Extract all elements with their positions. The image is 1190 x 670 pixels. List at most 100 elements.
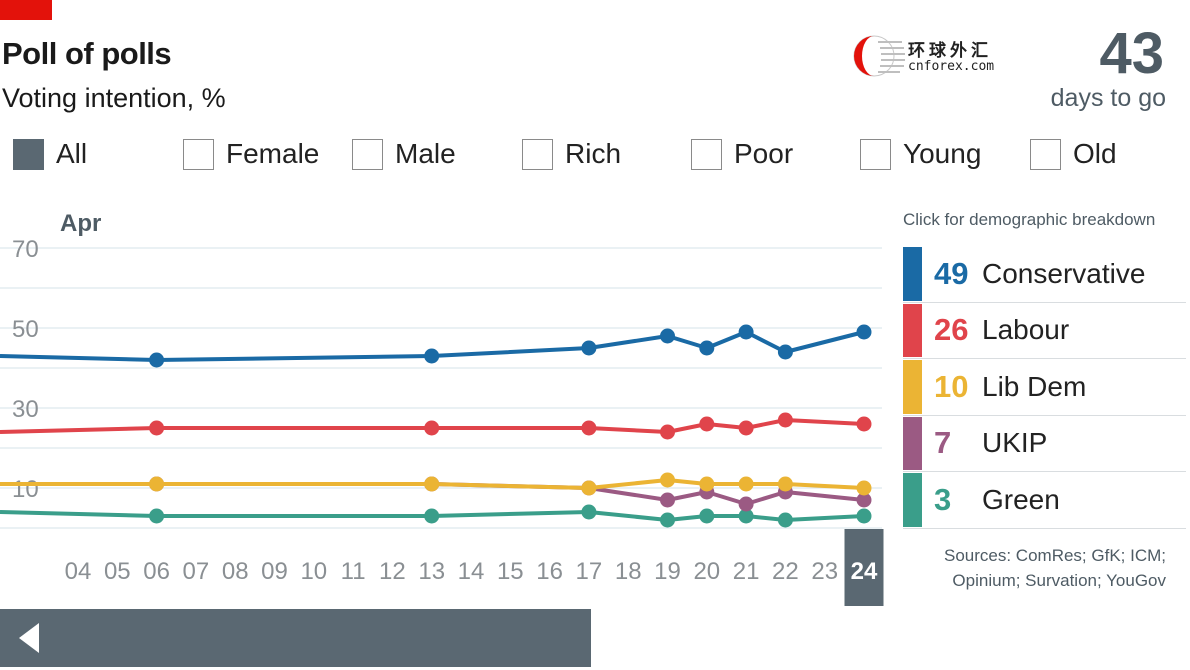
x-tick-label: 13 xyxy=(418,558,445,585)
x-tick-label: 19 xyxy=(654,558,681,585)
legend-value: 49 xyxy=(934,255,969,291)
data-point xyxy=(856,416,872,432)
x-tick-label: 18 xyxy=(615,558,642,585)
data-point xyxy=(777,344,793,360)
x-tick-label: 21 xyxy=(733,558,760,585)
x-tick-label: 12 xyxy=(379,558,406,585)
filter-label: Poor xyxy=(734,138,794,169)
data-point xyxy=(777,476,793,492)
watermark-cn-text: 环球外汇 xyxy=(908,41,992,61)
x-tick-label: 05 xyxy=(104,558,131,585)
sources-note: Sources: ComRes; GfK; ICM; Opinium; Surv… xyxy=(944,546,1166,590)
data-point xyxy=(738,476,754,492)
x-tick-label: 20 xyxy=(693,558,720,585)
filter-label: Rich xyxy=(565,138,622,169)
data-point xyxy=(149,508,165,524)
checkbox-icon[interactable] xyxy=(1030,138,1061,170)
data-point xyxy=(581,504,597,520)
filter-label: Young xyxy=(903,138,982,169)
filter-label: Old xyxy=(1073,138,1117,169)
filter-label: All xyxy=(56,138,88,169)
party-legend: 49 Conservative 26 Labour 10 Lib Dem 7 U… xyxy=(903,246,1186,529)
data-point xyxy=(149,476,165,492)
y-tick-label: 30 xyxy=(12,396,39,423)
y-tick-label: 70 xyxy=(12,236,39,263)
legend-row-labour[interactable]: 26 Labour xyxy=(903,303,1186,359)
checkbox-icon[interactable] xyxy=(13,138,44,170)
checkbox-icon[interactable] xyxy=(183,138,214,170)
data-point xyxy=(581,340,597,356)
x-tick-label: 22 xyxy=(772,558,799,585)
data-point xyxy=(424,476,440,492)
globe-icon xyxy=(853,35,905,77)
data-point xyxy=(856,480,872,496)
data-point xyxy=(424,420,440,436)
data-point xyxy=(581,420,597,436)
breakdown-hint: Click for demographic breakdown xyxy=(903,210,1156,229)
month-label: Apr xyxy=(60,210,101,237)
x-tick-label: 15 xyxy=(497,558,524,585)
data-point xyxy=(149,420,165,436)
filter-male[interactable]: Male xyxy=(352,138,456,170)
filter-poor[interactable]: Poor xyxy=(691,138,793,170)
x-highlight-box xyxy=(844,529,884,606)
x-tick-label: 17 xyxy=(576,558,603,585)
filter-female[interactable]: Female xyxy=(183,138,319,170)
data-point xyxy=(424,508,440,524)
data-point xyxy=(699,340,715,356)
x-tick-label: 08 xyxy=(222,558,249,585)
data-point xyxy=(856,324,872,340)
legend-swatch xyxy=(903,247,922,301)
watermark-logo: 环球外汇 cnforex.com xyxy=(850,32,1010,80)
data-point xyxy=(738,324,754,340)
legend-swatch xyxy=(903,416,922,470)
watermark-en-text: cnforex.com xyxy=(908,59,995,74)
filter-rich[interactable]: Rich xyxy=(522,138,621,170)
legend-swatch xyxy=(903,303,922,357)
x-tick-label: 06 xyxy=(143,558,170,585)
data-point xyxy=(777,412,793,428)
checkbox-icon[interactable] xyxy=(522,138,553,170)
data-point xyxy=(738,420,754,436)
filter-young[interactable]: Young xyxy=(860,138,981,170)
brand-tab xyxy=(0,0,52,20)
legend-name: Green xyxy=(982,483,1060,515)
filter-label: Male xyxy=(395,138,456,169)
x-tick-label: 10 xyxy=(300,558,327,585)
legend-row-ukip[interactable]: 7 UKIP xyxy=(903,416,1186,472)
x-tick-label: 11 xyxy=(341,558,366,585)
legend-row-conservative[interactable]: 49 Conservative xyxy=(903,246,1186,303)
x-tick-label: 09 xyxy=(261,558,288,585)
data-point xyxy=(581,480,597,496)
arrow-left-icon[interactable] xyxy=(19,623,39,653)
checkbox-icon[interactable] xyxy=(352,138,383,170)
data-point xyxy=(856,492,872,508)
legend-value: 3 xyxy=(934,481,952,517)
y-tick-label: 10 xyxy=(12,476,39,503)
demographic-filters: All Female Male Rich Poor Young Old xyxy=(0,138,1190,180)
data-point xyxy=(660,492,675,508)
legend-name: Labour xyxy=(982,314,1070,346)
legend-value: 10 xyxy=(934,368,969,404)
checkbox-icon[interactable] xyxy=(691,138,722,170)
legend-value: 7 xyxy=(934,425,952,461)
data-point xyxy=(699,508,715,524)
data-point xyxy=(856,508,872,524)
filter-all[interactable]: All xyxy=(13,138,87,170)
countdown-value: 43 xyxy=(1099,21,1164,86)
data-point xyxy=(699,416,715,432)
legend-row-green[interactable]: 3 Green xyxy=(903,472,1186,529)
x-tick-label: 24 xyxy=(851,558,878,585)
timeline-scrubber[interactable] xyxy=(0,609,591,667)
legend-swatch xyxy=(903,473,922,527)
poll-line-chart: 10 30 50 70 Apr 04 05 06 07 08 09 10 11 12 13 14 15 16 17 1… xyxy=(0,210,884,606)
legend-row-lib-dem[interactable]: 10 Lib Dem xyxy=(903,359,1186,416)
data-point xyxy=(738,508,754,524)
filter-old[interactable]: Old xyxy=(1030,138,1117,170)
data-point xyxy=(660,472,675,488)
legend-name: Conservative xyxy=(982,257,1146,289)
legend-value: 26 xyxy=(934,312,969,348)
page-title: Poll of polls xyxy=(2,36,172,71)
x-tick-label: 16 xyxy=(536,558,563,585)
checkbox-icon[interactable] xyxy=(860,138,891,170)
